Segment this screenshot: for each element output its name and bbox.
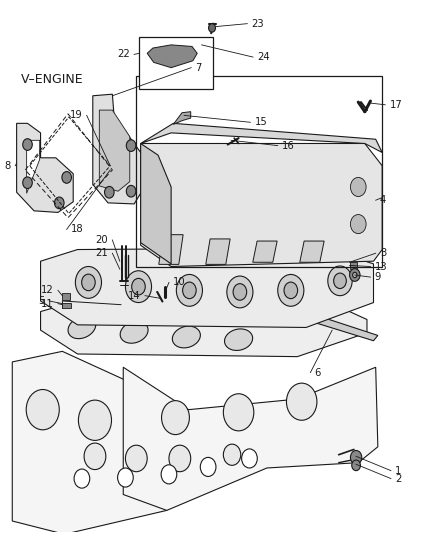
Circle shape [328,266,352,296]
Polygon shape [159,235,183,264]
Circle shape [242,449,257,468]
Bar [62,303,71,309]
Circle shape [286,383,317,420]
Polygon shape [27,140,40,193]
Text: 4: 4 [380,195,386,205]
Text: V–ENGINE: V–ENGINE [21,74,84,86]
Polygon shape [141,143,382,266]
Circle shape [208,23,215,32]
Circle shape [350,215,366,233]
Text: 21: 21 [95,248,108,259]
Polygon shape [99,110,130,191]
Polygon shape [284,306,378,341]
Circle shape [126,185,136,197]
Circle shape [278,274,304,306]
Polygon shape [123,367,378,511]
Text: 16: 16 [282,141,295,151]
Circle shape [62,172,71,183]
Circle shape [78,400,112,440]
Text: 20: 20 [95,235,108,245]
Circle shape [105,187,114,198]
Circle shape [223,444,241,465]
Circle shape [352,460,360,471]
Circle shape [161,465,177,484]
Polygon shape [300,241,324,262]
Polygon shape [253,241,277,262]
Text: 15: 15 [254,117,268,127]
Circle shape [284,282,297,298]
Bar [139,37,213,90]
Circle shape [132,278,145,295]
Ellipse shape [225,329,253,350]
FancyBboxPatch shape [350,262,357,269]
Bar [136,76,382,266]
Ellipse shape [120,321,148,343]
Circle shape [23,177,32,189]
Circle shape [350,177,366,197]
Circle shape [54,197,64,209]
Circle shape [227,276,253,308]
Text: 9: 9 [375,272,381,282]
Text: 5: 5 [39,296,45,306]
Text: 3: 3 [380,248,386,259]
Polygon shape [173,112,191,124]
Text: 12: 12 [41,285,53,295]
Text: 2: 2 [395,474,402,483]
Circle shape [350,269,360,281]
Circle shape [81,274,95,290]
Circle shape [75,266,102,298]
Text: 8: 8 [5,161,11,171]
Text: 24: 24 [257,52,270,62]
Circle shape [334,273,346,288]
Polygon shape [93,94,141,204]
Circle shape [183,282,196,298]
Text: 19: 19 [70,110,82,120]
Text: 1: 1 [395,466,402,475]
Circle shape [200,457,216,477]
Bar [62,293,70,300]
Circle shape [233,284,247,300]
Text: 14: 14 [128,290,141,301]
Circle shape [23,139,32,150]
Text: 10: 10 [173,277,186,287]
Text: 17: 17 [390,100,403,110]
Ellipse shape [172,326,200,348]
Polygon shape [12,351,188,533]
Circle shape [125,271,152,303]
Circle shape [350,450,362,464]
Text: 22: 22 [117,50,130,59]
Circle shape [125,445,147,472]
Text: 6: 6 [315,368,321,377]
Polygon shape [141,143,171,264]
Circle shape [162,401,189,434]
Circle shape [169,445,191,472]
Circle shape [117,468,133,487]
Polygon shape [206,239,230,264]
Polygon shape [41,248,374,327]
Polygon shape [41,301,367,357]
Text: 13: 13 [375,262,388,271]
Circle shape [84,443,106,470]
Circle shape [126,140,136,151]
Circle shape [26,390,59,430]
Circle shape [74,469,90,488]
Text: 7: 7 [195,63,202,72]
Circle shape [177,274,202,306]
Circle shape [353,272,357,278]
Text: 11: 11 [41,298,53,309]
Text: 23: 23 [252,19,264,29]
Polygon shape [147,45,197,68]
Circle shape [223,394,254,431]
Ellipse shape [68,316,96,338]
Text: 18: 18 [71,224,84,235]
Polygon shape [141,123,382,152]
Polygon shape [17,123,73,213]
